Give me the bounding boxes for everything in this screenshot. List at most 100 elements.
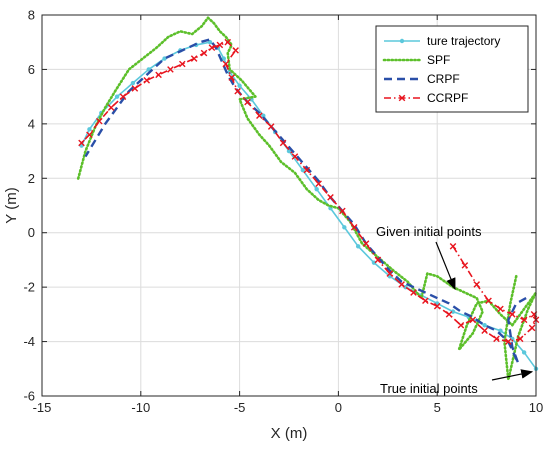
point-3-19 (410, 289, 417, 296)
point-0-13 (342, 225, 347, 230)
annotation-arrow-given (435, 241, 456, 291)
point-3-27 (315, 180, 322, 188)
x-tick-label-1: -10 (131, 400, 150, 415)
point-3-9 (528, 324, 536, 332)
point-3-28 (303, 166, 311, 174)
point-0-30 (130, 80, 136, 86)
x-tick-label-2: -5 (234, 400, 246, 415)
point-3-11 (505, 338, 512, 345)
series-3 (78, 38, 540, 345)
y-tick-label-3: 0 (28, 225, 35, 240)
point-3-35 (228, 74, 235, 81)
point-3-36 (222, 60, 230, 68)
point-3-21 (386, 270, 394, 277)
point-3-38 (224, 38, 232, 46)
point-3-14 (469, 316, 477, 324)
legend-label-3: CCRPF (427, 91, 468, 105)
point-3-32 (256, 112, 263, 119)
annotations: Given initial points True initial points (376, 224, 534, 396)
point-3-39 (216, 41, 224, 49)
point-3-48 (119, 93, 127, 100)
legend: ture trajectory SPF CRPF CCRPF (375, 25, 529, 113)
point-3-46 (143, 77, 151, 84)
y-tick-label-4: 2 (28, 171, 35, 186)
point-0-33 (87, 127, 92, 132)
legend-label-2: CRPF (427, 72, 460, 86)
point-0-31 (114, 94, 120, 99)
legend-label-1: SPF (427, 53, 450, 67)
y-tick-label-7: 8 (28, 8, 35, 23)
annotation-arrow-true (491, 369, 534, 381)
annotation-true-initial-points: True initial points (380, 381, 478, 396)
point-3-17 (433, 302, 441, 310)
point-3-34 (234, 87, 241, 95)
point-0-15 (314, 186, 319, 192)
point-3-0 (449, 243, 457, 250)
point-3-47 (131, 85, 139, 92)
point-0-1 (521, 350, 527, 355)
series-1 (76, 16, 538, 381)
series-line-3 (80, 41, 537, 343)
point-0-28 (162, 56, 167, 61)
point-3-2 (473, 281, 481, 288)
point-3-42 (190, 55, 198, 62)
series-line-2 (84, 38, 527, 365)
point-0-2 (510, 336, 515, 342)
point-3-41 (200, 49, 208, 57)
y-axis-label: Y (m) (3, 187, 20, 223)
x-tick-label-5: 10 (529, 400, 543, 415)
point-3-31 (267, 123, 275, 130)
y-tick-label-0: -6 (23, 389, 35, 404)
x-tick-label-3: 0 (335, 400, 342, 415)
point-3-26 (327, 194, 334, 201)
point-3-22 (374, 256, 382, 264)
annotation-given-initial-points: Given initial points (376, 224, 482, 239)
point-3-3 (485, 297, 492, 305)
point-3-15 (457, 321, 465, 329)
point-0-16 (300, 167, 306, 173)
series-line-1 (76, 16, 538, 381)
point-3-37 (232, 47, 239, 54)
point-3-30 (279, 139, 287, 147)
point-3-13 (481, 327, 488, 334)
legend-marker-0 (399, 38, 405, 44)
x-tick-label-4: 5 (434, 400, 441, 415)
point-3-43 (179, 60, 186, 68)
tick-labels: -15 -10 -5 0 5 10 -6 -4 -2 0 2 4 6 8 (23, 8, 543, 416)
legend-marker-3 (398, 94, 406, 102)
series-2 (84, 38, 527, 365)
point-0-4 (482, 323, 487, 328)
point-3-44 (167, 66, 174, 73)
point-3-25 (339, 207, 346, 215)
y-tick-label-6: 6 (28, 62, 35, 77)
point-3-20 (398, 281, 405, 288)
legend-label-0: ture trajectory (427, 34, 500, 48)
point-0-25 (207, 40, 213, 45)
point-3-10 (516, 335, 524, 343)
point-3-29 (291, 153, 299, 160)
axes-frame (41, 14, 537, 397)
series-layer (76, 16, 540, 381)
point-3-51 (86, 131, 93, 139)
point-3-49 (107, 104, 115, 111)
point-3-52 (78, 139, 85, 147)
x-axis-label: X (m) (271, 425, 308, 442)
point-0-21 (237, 83, 242, 88)
point-3-5 (508, 311, 516, 318)
point-3-23 (362, 240, 370, 247)
point-3-33 (244, 98, 251, 106)
point-0-12 (355, 244, 361, 249)
plot-border (41, 14, 537, 397)
point-0-6 (450, 309, 456, 314)
point-3-16 (445, 311, 453, 318)
point-0-11 (371, 260, 377, 265)
point-3-50 (96, 117, 103, 125)
point-0-19 (261, 113, 266, 118)
y-tick-label-2: -2 (23, 280, 35, 295)
y-tick-label-5: 4 (28, 116, 35, 131)
point-3-18 (422, 297, 429, 305)
point-3-1 (461, 262, 469, 269)
point-3-24 (350, 223, 358, 231)
x-tick-label-0: -15 (33, 400, 52, 415)
